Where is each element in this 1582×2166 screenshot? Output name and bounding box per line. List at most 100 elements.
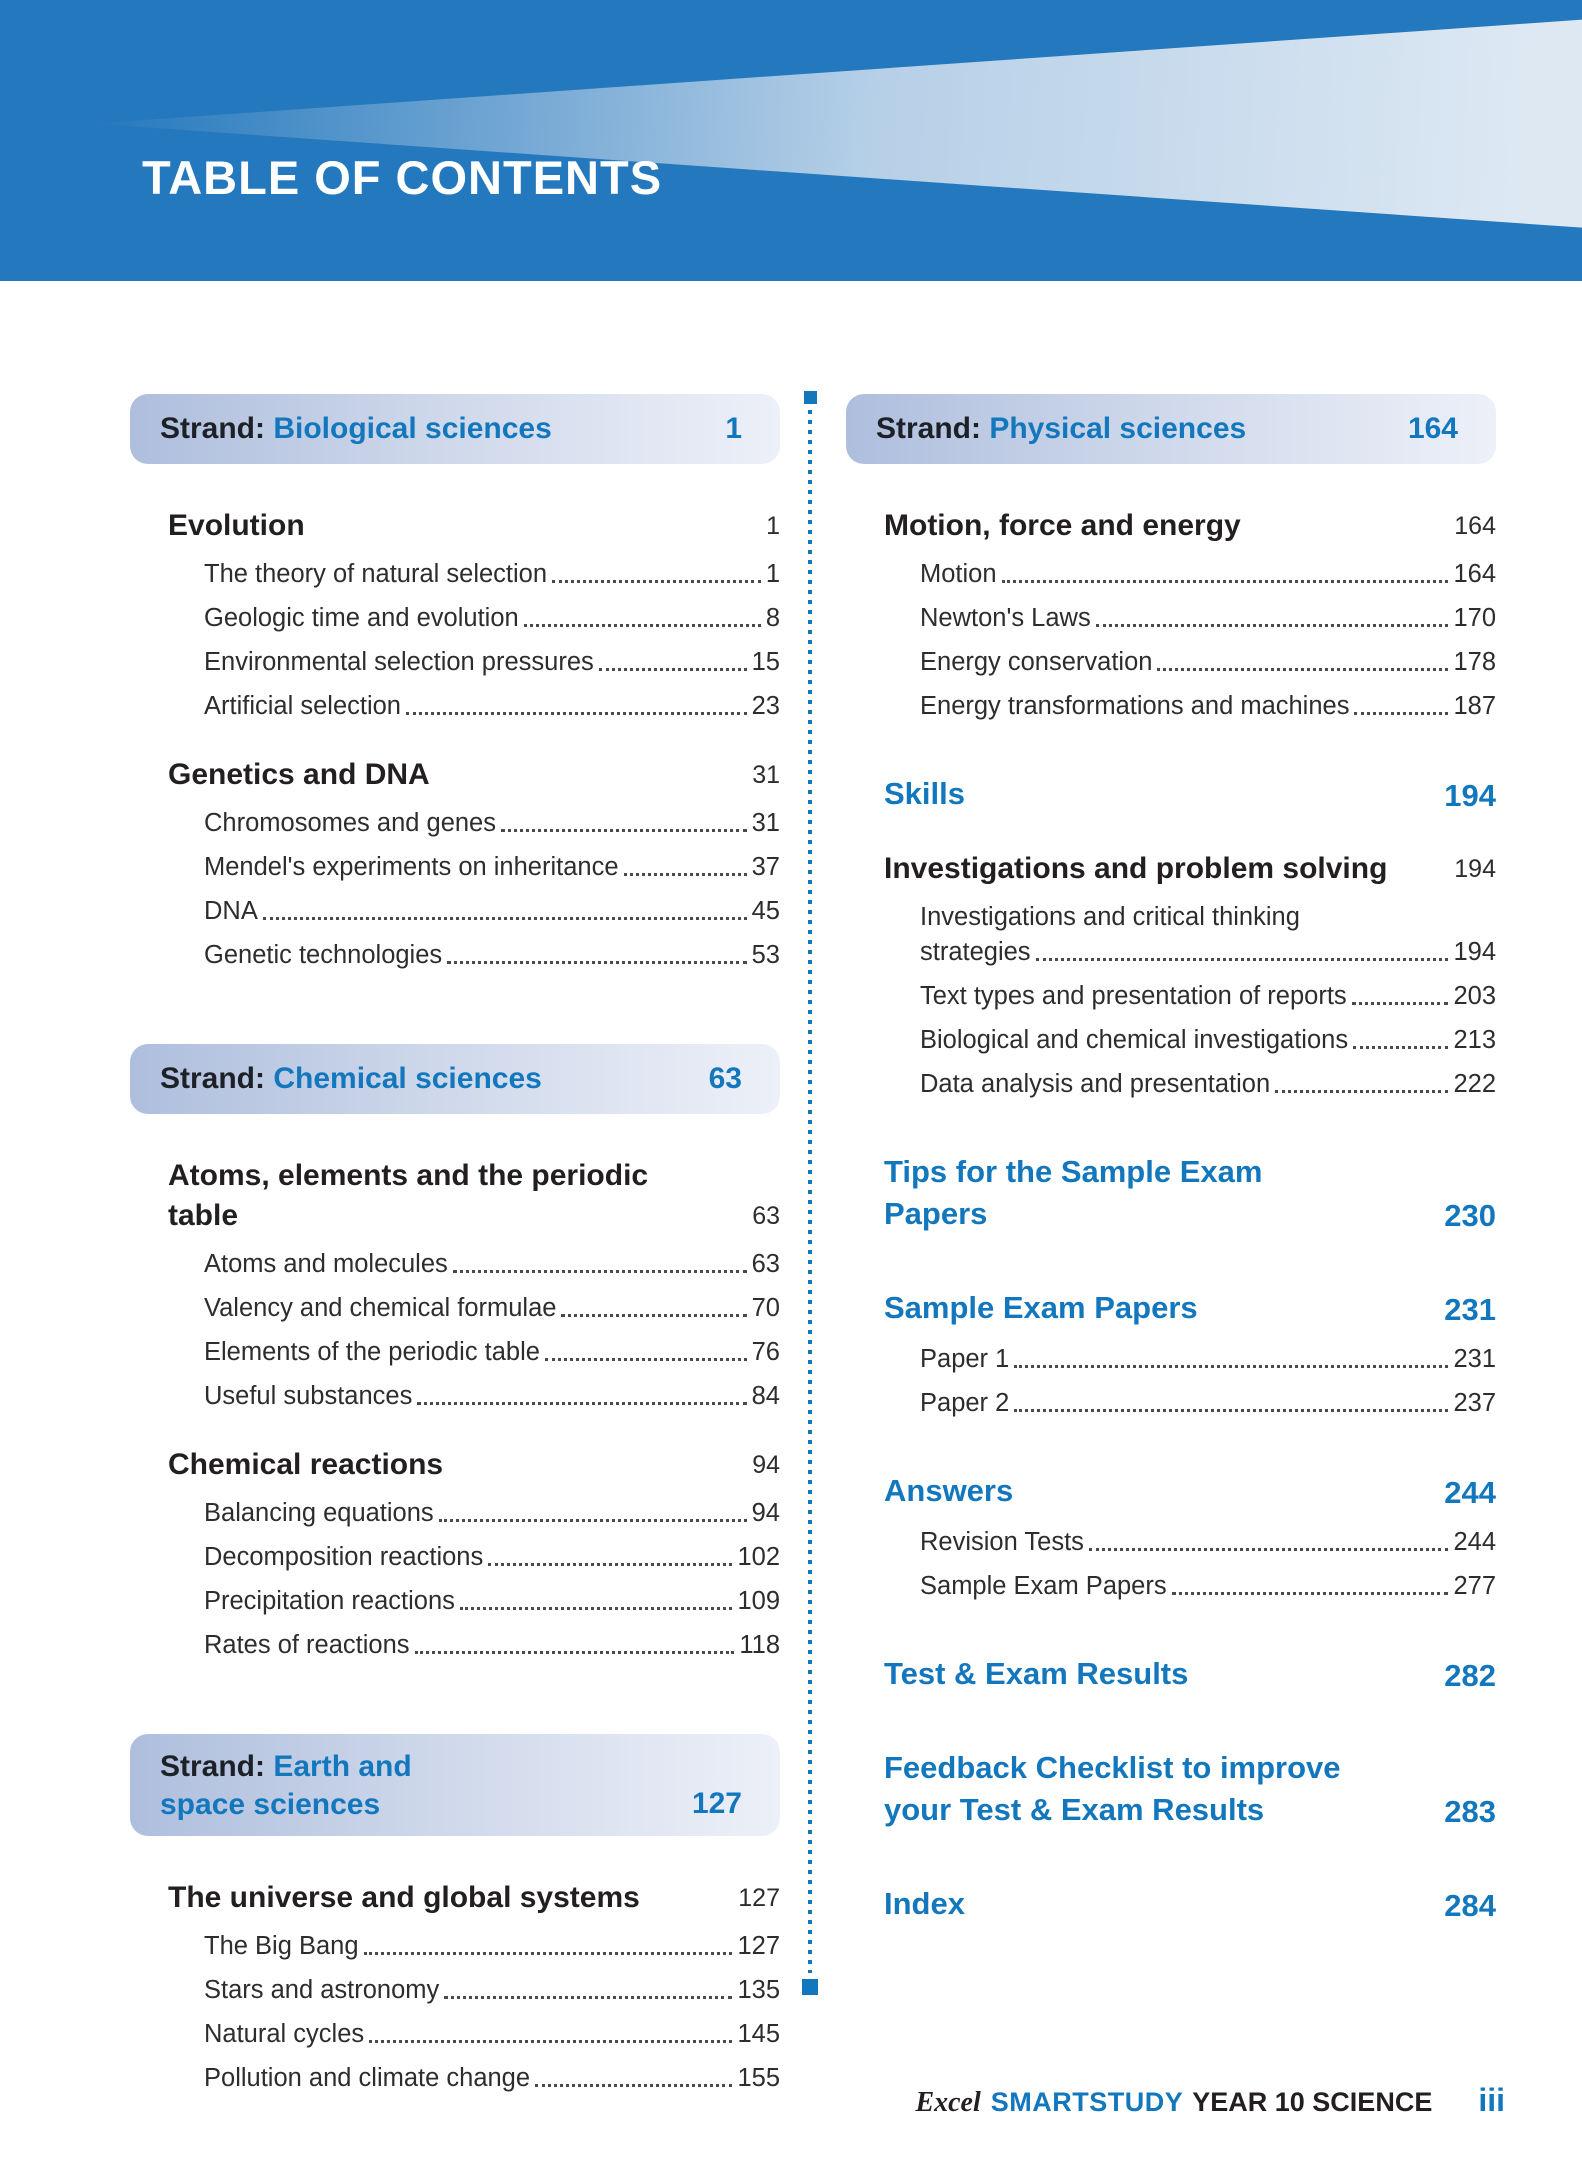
toc-dot-leader [561,1314,747,1317]
strand-name-label: Biological sciences [273,412,552,445]
toc-dot-leader [406,712,747,715]
toc-item: Newton's Laws 170 [846,604,1496,633]
blue-heading: Tips for the Sample Exam Papers 230 [846,1151,1496,1235]
toc-item-page-number: 187 [1453,692,1496,720]
toc-item-page-number: 15 [751,648,780,676]
strand-page-number: 164 [1407,412,1458,445]
toc-item-label: Mendel's experiments on inheritance [204,853,619,881]
strand-page-number: 63 [708,1062,742,1095]
strand-header: Strand: Physical sciences 164 [846,394,1496,464]
heading-line: Chemical reactions [168,1448,444,1481]
blue-heading: Test & Exam Results 282 [846,1653,1496,1695]
toc-item: Chromosomes and genes 31 [130,809,780,838]
toc-item-page-number: 127 [737,1932,780,1960]
toc-column-right: Strand: Physical sciences 164 Motion, fo… [846,394,1496,1941]
toc-item-page-number: 1 [765,560,780,588]
footer-brand-excel: Excel [915,2087,981,2118]
toc-item: Geologic time and evolution 8 [130,604,780,633]
toc-dot-leader [1014,1409,1449,1412]
strand-title: Strand: Earth and space sciences [160,1748,680,1824]
blue-heading: Index 284 [846,1883,1496,1925]
toc-dot-leader [417,1402,747,1405]
heading-line: Evolution [168,509,305,542]
divider-cap-top-icon [803,391,817,404]
toc-item: Sample Exam Papers 277 [846,1572,1496,1601]
toc-item-label: Sample Exam Papers [920,1572,1167,1600]
toc-dot-leader [459,1607,733,1610]
toc-item-label: Energy transformations and machines [920,692,1350,720]
heading-line: Index [884,1886,965,1921]
toc-item-label: Rates of reactions [204,1631,410,1659]
blue-heading-title: Answers [884,1470,1432,1512]
toc-item: Genetic technologies 53 [130,941,780,970]
toc-item-page-number: 155 [737,2064,780,2092]
toc-dot-leader [535,2084,733,2087]
section-page-number: 164 [1454,512,1496,540]
toc-item: Natural cycles 145 [130,2020,780,2049]
strand-name-label: Earth and [273,1750,412,1783]
toc-item-page-number: 84 [751,1382,780,1410]
toc-item-page-number: 70 [751,1294,780,1322]
toc-item-label: Paper 1 [920,1345,1010,1373]
toc-item: Balancing equations 94 [130,1499,780,1528]
toc-item: Artificial selection 23 [130,692,780,721]
toc-dot-leader [1095,624,1449,627]
strand-name-label: Chemical sciences [273,1062,542,1095]
toc-item-page-number: 194 [1453,938,1496,966]
heading-line: Sample Exam Papers [884,1290,1198,1325]
heading-line: Skills [884,776,965,811]
section-page-number: 63 [752,1202,780,1230]
toc-dot-leader [1088,1548,1449,1551]
toc-item-page-number: 8 [765,604,780,632]
toc-item-page-number: 135 [737,1976,780,2004]
toc-item: Mendel's experiments on inheritance 37 [130,853,780,882]
toc-item: The theory of natural selection 1 [130,560,780,589]
section-title: Genetics and DNA [168,755,740,795]
section-heading: Motion, force and energy 164 [846,506,1496,546]
toc-item-page-number: 237 [1453,1389,1496,1417]
toc-dot-leader [369,2040,733,2043]
toc-item-label: Stars and astronomy [204,1976,440,2004]
toc-item-label: Pollution and climate change [204,2064,531,2092]
blue-heading-page-number: 231 [1444,1292,1496,1327]
heading-line: Investigations and problem solving [884,852,1388,885]
toc-item-label: Biological and chemical investigations [920,1026,1349,1054]
section-heading: Genetics and DNA 31 [130,755,780,795]
section-page-number: 94 [752,1451,780,1479]
toc-dot-leader [444,1996,733,1999]
heading-line: Genetics and DNA [168,758,430,791]
toc-item-page-number: 164 [1453,560,1496,588]
section-title: Evolution [168,506,754,546]
toc-content: Strand: Biological sciences 1 Evolution … [0,281,1582,2108]
toc-item-label: Paper 2 [920,1389,1010,1417]
toc-dot-leader [501,829,747,832]
strand-name-label: Physical sciences [989,412,1247,445]
blue-heading: Sample Exam Papers 231 [846,1287,1496,1329]
footer-brand-smartstudy: SMARTSTUDY [990,2087,1184,2117]
toc-item-label: Energy conservation [920,648,1153,676]
section-title: The universe and global systems [168,1878,726,1918]
toc-dot-leader [447,961,747,964]
banner-wedge-decoration [91,19,1582,228]
toc-item-label: DNA [204,897,258,925]
toc-item-label: Balancing equations [204,1499,434,1527]
heading-line: Motion, force and energy [884,509,1241,542]
blue-heading-title: Index [884,1883,1432,1925]
toc-item-page-number: 31 [751,809,780,837]
toc-item-page-number: 76 [751,1338,780,1366]
toc-dot-leader [438,1519,747,1522]
toc-item-page-number: 23 [751,692,780,720]
toc-item: Data analysis and presentation 222 [846,1070,1496,1099]
blue-heading-page-number: 282 [1444,1658,1496,1693]
toc-item-page-number: 102 [737,1543,780,1571]
toc-item-label: Newton's Laws [920,604,1091,632]
toc-item-label: Genetic technologies [204,941,443,969]
toc-item-page-number: 231 [1453,1345,1496,1373]
strand-name-label-line2: space sciences [160,1788,381,1821]
toc-dot-leader [262,917,747,920]
toc-item-page-number: 45 [751,897,780,925]
toc-dot-leader [414,1651,735,1654]
section-page-number: 194 [1454,855,1496,883]
toc-dot-leader [1014,1365,1449,1368]
